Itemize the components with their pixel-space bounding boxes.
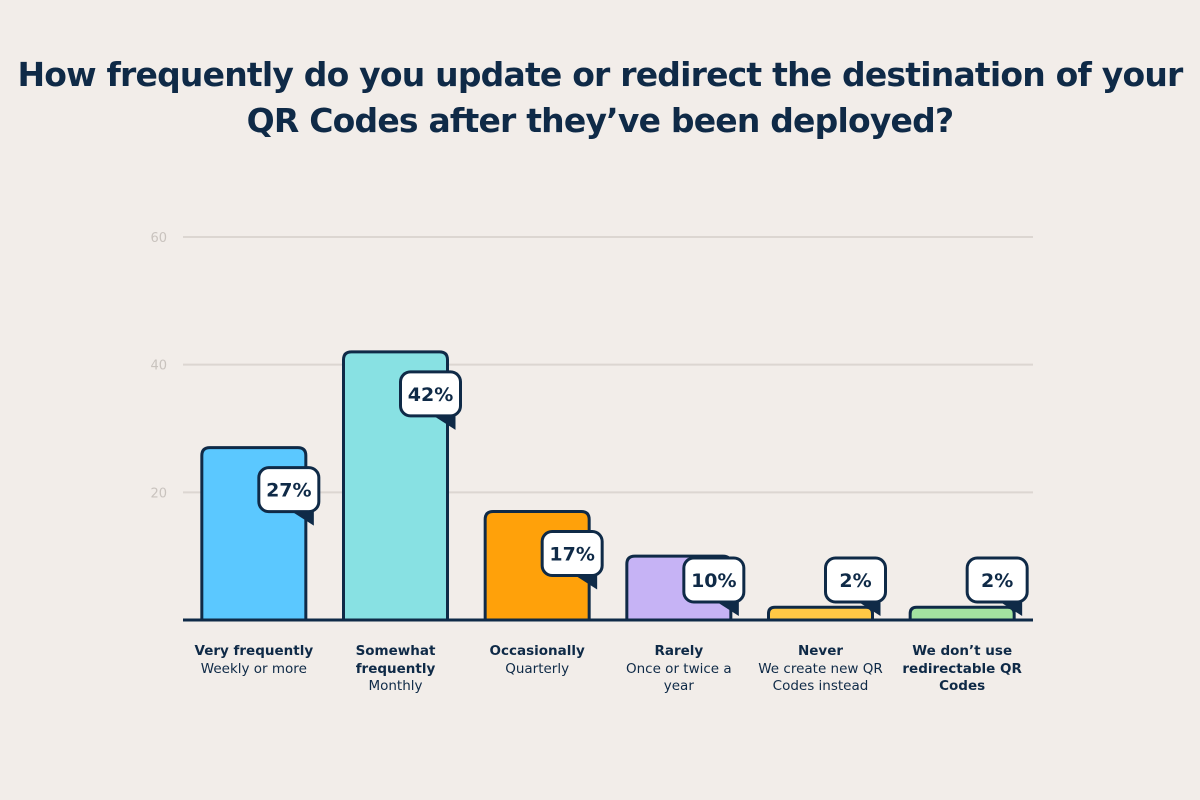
category-label: We don’t use redirectable QR Codes	[902, 643, 1022, 694]
x-tick-label: Very frequently Weekly or more	[184, 643, 324, 678]
category-label: Very frequently	[194, 643, 314, 659]
category-sublabel: Once or twice a year	[625, 660, 732, 695]
y-tick-label: 20	[150, 486, 167, 501]
bubble-tail	[997, 600, 1023, 616]
data-label-bubble	[257, 466, 321, 514]
data-label-bubble	[965, 556, 1029, 604]
x-tick-label: We don’t use redirectable QR Codes	[892, 643, 1032, 696]
data-label-bubble	[824, 556, 887, 604]
x-tick-label: Never We create new QR Codes instead	[751, 643, 891, 696]
bubble-tail	[430, 413, 456, 430]
data-label: 17%	[549, 543, 594, 565]
data-label: 27%	[266, 480, 311, 502]
bubble-tail	[855, 600, 881, 616]
category-label: Somewhat frequently	[355, 643, 436, 677]
category-sublabel: Monthly	[368, 678, 423, 694]
data-label-bubble	[540, 529, 604, 577]
bar	[767, 605, 874, 622]
x-tick-label: Somewhat frequently Monthly	[326, 643, 466, 696]
data-label: 42%	[408, 384, 453, 406]
category-label: Rarely	[654, 643, 704, 659]
category-label: Occasionally	[489, 643, 585, 659]
y-tick-label: 60	[150, 231, 167, 246]
y-tick-label: 40	[150, 359, 167, 374]
bubble-tail	[288, 509, 314, 526]
x-tick-label: Occasionally Quarterly	[467, 643, 607, 678]
data-label-bubble	[682, 556, 746, 604]
data-label: 2%	[839, 570, 871, 592]
data-label: 10%	[691, 570, 736, 592]
bubble-tail	[572, 573, 598, 590]
category-sublabel: Quarterly	[505, 660, 570, 677]
chart-title: How frequently do you update or redirect…	[17, 55, 1183, 140]
category-label: Never	[797, 643, 844, 659]
category-sublabel: Weekly or more	[200, 660, 307, 677]
data-label: 2%	[981, 570, 1013, 592]
data-label-bubble	[399, 370, 462, 418]
bar	[342, 350, 449, 622]
bubble-tail	[713, 600, 739, 616]
category-sublabel: We create new QR Codes instead	[758, 660, 883, 695]
bar	[908, 605, 1016, 622]
x-tick-label: Rarely Once or twice a year	[609, 643, 749, 696]
